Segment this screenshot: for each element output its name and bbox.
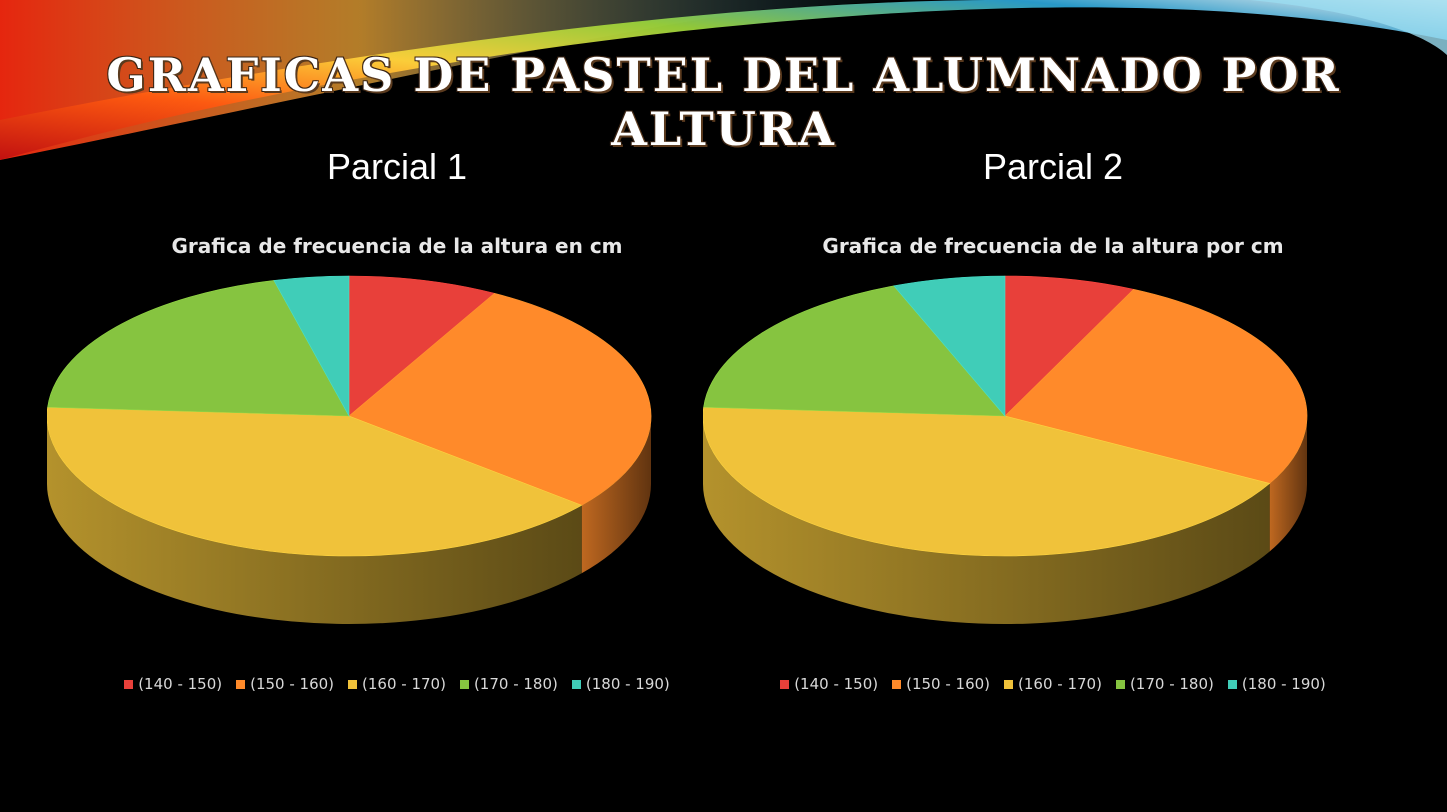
legend-swatch (459, 679, 469, 689)
legend-label: (180 - 190) (1241, 675, 1326, 693)
pie-slice-180-190 (893, 275, 1006, 417)
legend-item-170-180: (170 - 180) (459, 675, 558, 693)
legend-item-140-150: (140 - 150) (780, 675, 878, 693)
pie-side-160-170 (47, 416, 582, 624)
legend-swatch (236, 679, 246, 689)
legend-item-180-190: (180 - 190) (1227, 675, 1326, 693)
legend-label: (180 - 190) (585, 675, 670, 693)
legend-item-150-160: (150 - 160) (236, 675, 334, 693)
legend-swatch (1004, 679, 1014, 689)
legend-swatch (1227, 679, 1237, 689)
legend-swatch (571, 679, 581, 689)
pie-panel-parcial-1: Parcial 1 Grafica de frecuencia de la al… (47, 140, 747, 720)
legend-swatch (780, 679, 790, 689)
pie-side-150-160 (581, 416, 651, 574)
slide-title: Graficas de pastel del alumnado por altu… (106, 48, 1341, 156)
legend-swatch (892, 679, 902, 689)
pie-slice-140-150 (1004, 275, 1135, 417)
pie-slice-170-180 (703, 285, 1006, 417)
panel-heading: Parcial 1 (326, 146, 468, 187)
pie-chart (47, 275, 652, 624)
pie-slice-160-170 (47, 406, 583, 557)
pie-slice-180-190 (273, 275, 350, 418)
legend-label: (140 - 150) (138, 675, 223, 693)
legend-swatch (348, 679, 358, 689)
legend-item-180-190: (180 - 190) (571, 675, 670, 693)
legend-label: (170 - 180) (1129, 675, 1214, 693)
chart-legend: (140 - 150) (150 - 160) (160 - 170) (170 - … (47, 675, 747, 693)
legend-item-140-150: (140 - 150) (124, 675, 222, 693)
legend-item-150-160: (150 - 160) (892, 675, 990, 693)
pie-slice-150-160 (348, 292, 652, 506)
legend-label: (160 - 170) (1018, 675, 1102, 693)
pie-chart (703, 275, 1308, 624)
pie-slice-150-160 (1004, 288, 1308, 484)
chart-title: Grafica de frecuencia de la altura por c… (822, 234, 1284, 258)
pie-slice-140-150 (348, 275, 496, 417)
legend-item-160-170: (160 - 170) (1004, 675, 1102, 693)
legend-label: (140 - 150) (794, 675, 879, 693)
legend-swatch (124, 679, 134, 689)
pie-side-150-160 (1269, 416, 1307, 552)
pie-panel-parcial-2: Parcial 2 Grafica de frecuencia de la al… (703, 140, 1403, 720)
legend-label: (170 - 180) (473, 675, 558, 693)
legend-label: (160 - 170) (362, 675, 446, 693)
panel-heading: Parcial 2 (982, 146, 1124, 187)
pie-slice-160-170 (703, 406, 1271, 557)
legend-item-170-180: (170 - 180) (1115, 675, 1214, 693)
chart-title: Grafica de frecuencia de la altura en cm (171, 234, 623, 258)
legend-item-160-170: (160 - 170) (348, 675, 446, 693)
legend-label: (150 - 160) (906, 675, 991, 693)
pie-side-160-170 (703, 416, 1270, 624)
pie-slice-170-180 (47, 280, 350, 417)
legend-swatch (1115, 679, 1125, 689)
legend-label: (150 - 160) (250, 675, 335, 693)
chart-legend: (140 - 150) (150 - 160) (160 - 170) (170 - … (703, 675, 1403, 693)
